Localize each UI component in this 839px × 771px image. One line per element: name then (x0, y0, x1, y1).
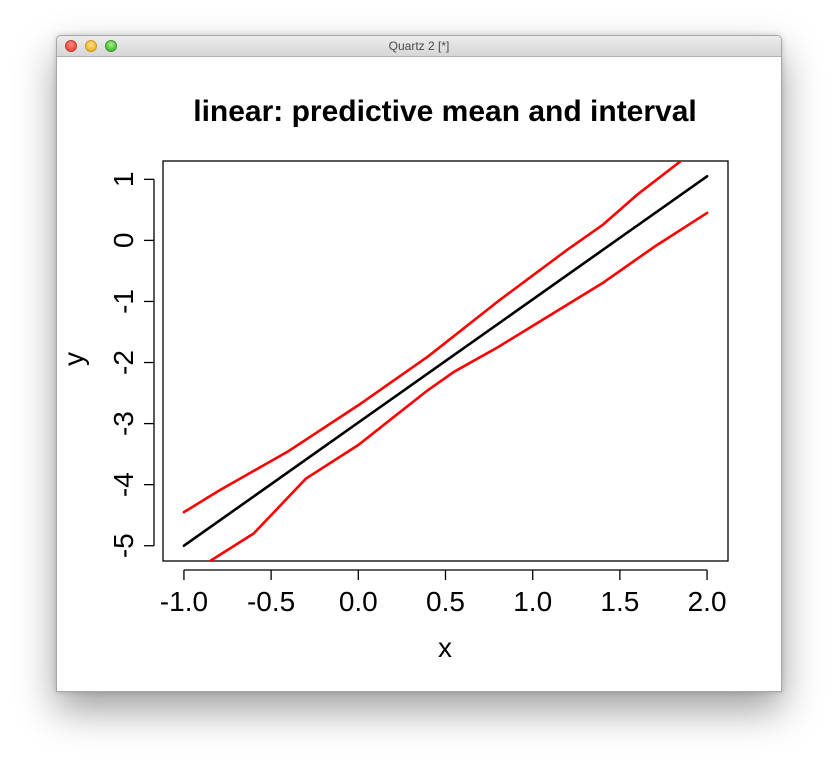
y-tick-label: -1 (108, 289, 139, 314)
y-tick-label: -4 (108, 472, 139, 497)
chart-title: linear: predictive mean and interval (193, 95, 697, 128)
y-tick-label: 1 (108, 172, 139, 188)
x-axis: -1.0 -0.5 0.0 0.5 1.0 1.5 2.0 (160, 569, 727, 617)
plot-window: Quartz 2 [*] linear: predictive mean and… (56, 35, 782, 692)
chart: linear: predictive mean and interval -1.… (58, 95, 729, 663)
x-tick-label: 1.0 (513, 586, 552, 617)
minimize-button[interactable] (85, 40, 97, 52)
plot-frame (162, 160, 729, 562)
x-tick-label: 1.5 (600, 586, 639, 617)
y-tick-label: 0 (108, 233, 139, 249)
x-axis-label: x (438, 632, 452, 663)
y-axis: -5 -4 -3 -2 -1 0 1 (108, 172, 155, 558)
y-tick-label: -3 (108, 411, 139, 436)
window-titlebar[interactable]: Quartz 2 [*] (57, 36, 781, 57)
series-line-mean (182, 174, 709, 548)
y-axis-label: y (58, 352, 89, 366)
plot-area: linear: predictive mean and interval -1.… (57, 57, 781, 691)
x-tick-label: 2.0 (688, 586, 727, 617)
series-line-lower (208, 211, 709, 561)
x-tick-label: -0.5 (247, 586, 295, 617)
series-line-upper (182, 161, 683, 514)
x-tick-label: 0.5 (426, 586, 465, 617)
series-layer (182, 161, 709, 561)
window-title: Quartz 2 [*] (388, 39, 450, 53)
close-button[interactable] (65, 40, 77, 52)
x-tick-label: 0.0 (339, 586, 378, 617)
y-tick-label: -2 (108, 350, 139, 375)
y-tick-label: -5 (108, 533, 139, 558)
x-tick-label: -1.0 (160, 586, 208, 617)
zoom-button[interactable] (105, 40, 117, 52)
